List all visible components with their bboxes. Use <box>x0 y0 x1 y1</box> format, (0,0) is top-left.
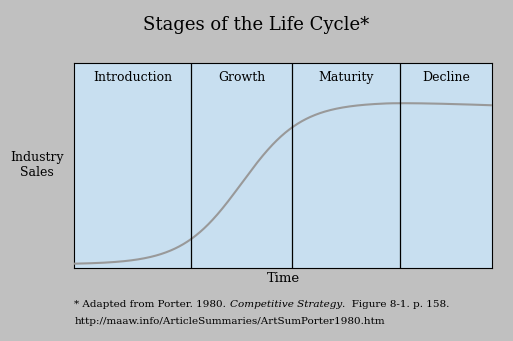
Text: Maturity: Maturity <box>319 71 374 84</box>
X-axis label: Time: Time <box>267 272 300 285</box>
Text: Stages of the Life Cycle*: Stages of the Life Cycle* <box>143 16 370 34</box>
Text: Growth: Growth <box>218 71 265 84</box>
Text: .  Figure 8-1. p. 158.: . Figure 8-1. p. 158. <box>342 300 449 309</box>
Text: Introduction: Introduction <box>93 71 172 84</box>
Text: Industry
Sales: Industry Sales <box>10 151 64 179</box>
Text: Competitive Strategy: Competitive Strategy <box>229 300 342 309</box>
Text: http://maaw.info/ArticleSummaries/ArtSumPorter1980.htm: http://maaw.info/ArticleSummaries/ArtSum… <box>74 317 385 326</box>
Text: Decline: Decline <box>423 71 470 84</box>
Text: * Adapted from Porter. 1980.: * Adapted from Porter. 1980. <box>74 300 229 309</box>
